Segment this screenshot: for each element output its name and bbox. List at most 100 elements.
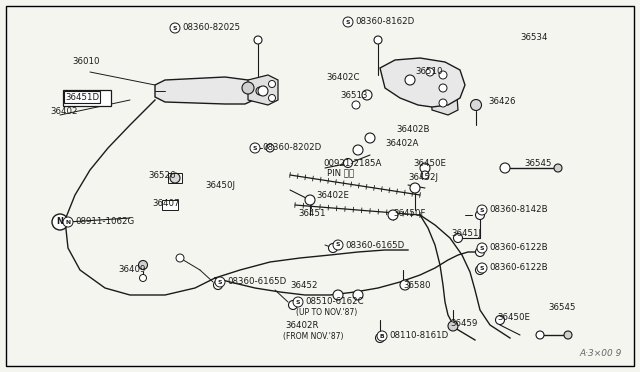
Circle shape xyxy=(52,214,68,230)
Text: 36451: 36451 xyxy=(298,208,326,218)
Text: 36450E: 36450E xyxy=(413,158,446,167)
Text: 36450F: 36450F xyxy=(393,208,426,218)
Circle shape xyxy=(214,280,223,289)
Text: 36513: 36513 xyxy=(340,90,367,99)
Circle shape xyxy=(420,163,430,173)
Circle shape xyxy=(269,80,275,87)
Polygon shape xyxy=(155,77,260,104)
Text: 08360-6165D: 08360-6165D xyxy=(227,278,286,286)
Text: 00921-2185A: 00921-2185A xyxy=(323,158,381,167)
Text: 36451J: 36451J xyxy=(451,230,481,238)
Circle shape xyxy=(439,84,447,92)
Circle shape xyxy=(140,275,147,282)
Text: 08110-8161D: 08110-8161D xyxy=(389,331,448,340)
Circle shape xyxy=(269,94,275,102)
Text: 36452: 36452 xyxy=(290,280,317,289)
Circle shape xyxy=(328,244,337,253)
Circle shape xyxy=(170,23,180,33)
Circle shape xyxy=(554,164,562,172)
Circle shape xyxy=(333,290,343,300)
Circle shape xyxy=(448,321,458,331)
Polygon shape xyxy=(380,58,465,107)
Text: 08360-6122B: 08360-6122B xyxy=(489,263,548,273)
Text: S: S xyxy=(480,208,484,212)
Circle shape xyxy=(377,331,387,341)
Circle shape xyxy=(343,17,353,27)
Text: 36459: 36459 xyxy=(450,318,477,327)
Polygon shape xyxy=(430,65,458,115)
Circle shape xyxy=(305,195,315,205)
Text: 36409: 36409 xyxy=(118,266,145,275)
Text: (FROM NOV.'87): (FROM NOV.'87) xyxy=(283,331,344,340)
Text: (UP TO NOV.'87): (UP TO NOV.'87) xyxy=(296,308,357,317)
Circle shape xyxy=(410,183,420,193)
Text: 08360-8142B: 08360-8142B xyxy=(489,205,548,215)
Circle shape xyxy=(250,143,260,153)
Bar xyxy=(63,90,111,106)
Text: B: B xyxy=(380,334,384,339)
Circle shape xyxy=(476,247,484,257)
Circle shape xyxy=(376,334,385,343)
Circle shape xyxy=(477,205,487,215)
Circle shape xyxy=(170,173,180,183)
Circle shape xyxy=(476,266,484,275)
Circle shape xyxy=(215,277,225,287)
Bar xyxy=(168,173,182,183)
Circle shape xyxy=(476,211,484,219)
Circle shape xyxy=(266,144,274,152)
Text: 36402: 36402 xyxy=(50,108,77,116)
Circle shape xyxy=(344,158,353,167)
Circle shape xyxy=(352,101,360,109)
Text: 36402C: 36402C xyxy=(326,74,360,83)
Circle shape xyxy=(362,90,372,100)
Circle shape xyxy=(138,260,147,269)
Circle shape xyxy=(439,99,447,107)
Text: S: S xyxy=(296,299,300,305)
Circle shape xyxy=(426,68,434,76)
Text: S: S xyxy=(480,246,484,250)
Circle shape xyxy=(166,201,174,209)
Circle shape xyxy=(293,297,303,307)
Polygon shape xyxy=(248,75,278,105)
Text: 08360-8202D: 08360-8202D xyxy=(262,144,321,153)
Text: 36452J: 36452J xyxy=(408,173,438,183)
Circle shape xyxy=(365,133,375,143)
Text: PIN ピン: PIN ピン xyxy=(327,169,354,177)
Circle shape xyxy=(258,86,268,96)
Text: 36402E: 36402E xyxy=(316,190,349,199)
Circle shape xyxy=(470,99,481,110)
Circle shape xyxy=(477,243,487,253)
Circle shape xyxy=(500,163,510,173)
Text: S: S xyxy=(480,266,484,270)
Text: N: N xyxy=(56,218,63,227)
Text: 36402B: 36402B xyxy=(396,125,429,135)
Circle shape xyxy=(353,145,363,155)
Circle shape xyxy=(333,240,343,250)
Text: S: S xyxy=(173,26,177,31)
Text: 36580: 36580 xyxy=(403,280,431,289)
Text: S: S xyxy=(336,243,340,247)
Text: S: S xyxy=(218,279,222,285)
Text: 36526: 36526 xyxy=(148,170,175,180)
Text: 36510: 36510 xyxy=(415,67,442,77)
Circle shape xyxy=(176,254,184,262)
Text: 36450J: 36450J xyxy=(205,180,235,189)
Circle shape xyxy=(536,331,544,339)
Text: 36534: 36534 xyxy=(520,33,547,42)
Circle shape xyxy=(439,71,447,79)
Text: 08360-8162D: 08360-8162D xyxy=(355,17,414,26)
Text: 36402R: 36402R xyxy=(285,321,319,330)
Text: 36407: 36407 xyxy=(152,199,179,208)
Text: 36545: 36545 xyxy=(548,304,575,312)
Text: 08360-6122B: 08360-6122B xyxy=(489,244,548,253)
Circle shape xyxy=(400,280,410,290)
Text: 36402A: 36402A xyxy=(385,138,419,148)
Circle shape xyxy=(421,171,429,179)
Circle shape xyxy=(254,36,262,44)
Circle shape xyxy=(477,263,487,273)
Text: N: N xyxy=(65,219,70,224)
Circle shape xyxy=(256,87,264,95)
Circle shape xyxy=(353,290,363,300)
Text: 08510-6162C: 08510-6162C xyxy=(305,298,364,307)
Circle shape xyxy=(63,217,73,227)
